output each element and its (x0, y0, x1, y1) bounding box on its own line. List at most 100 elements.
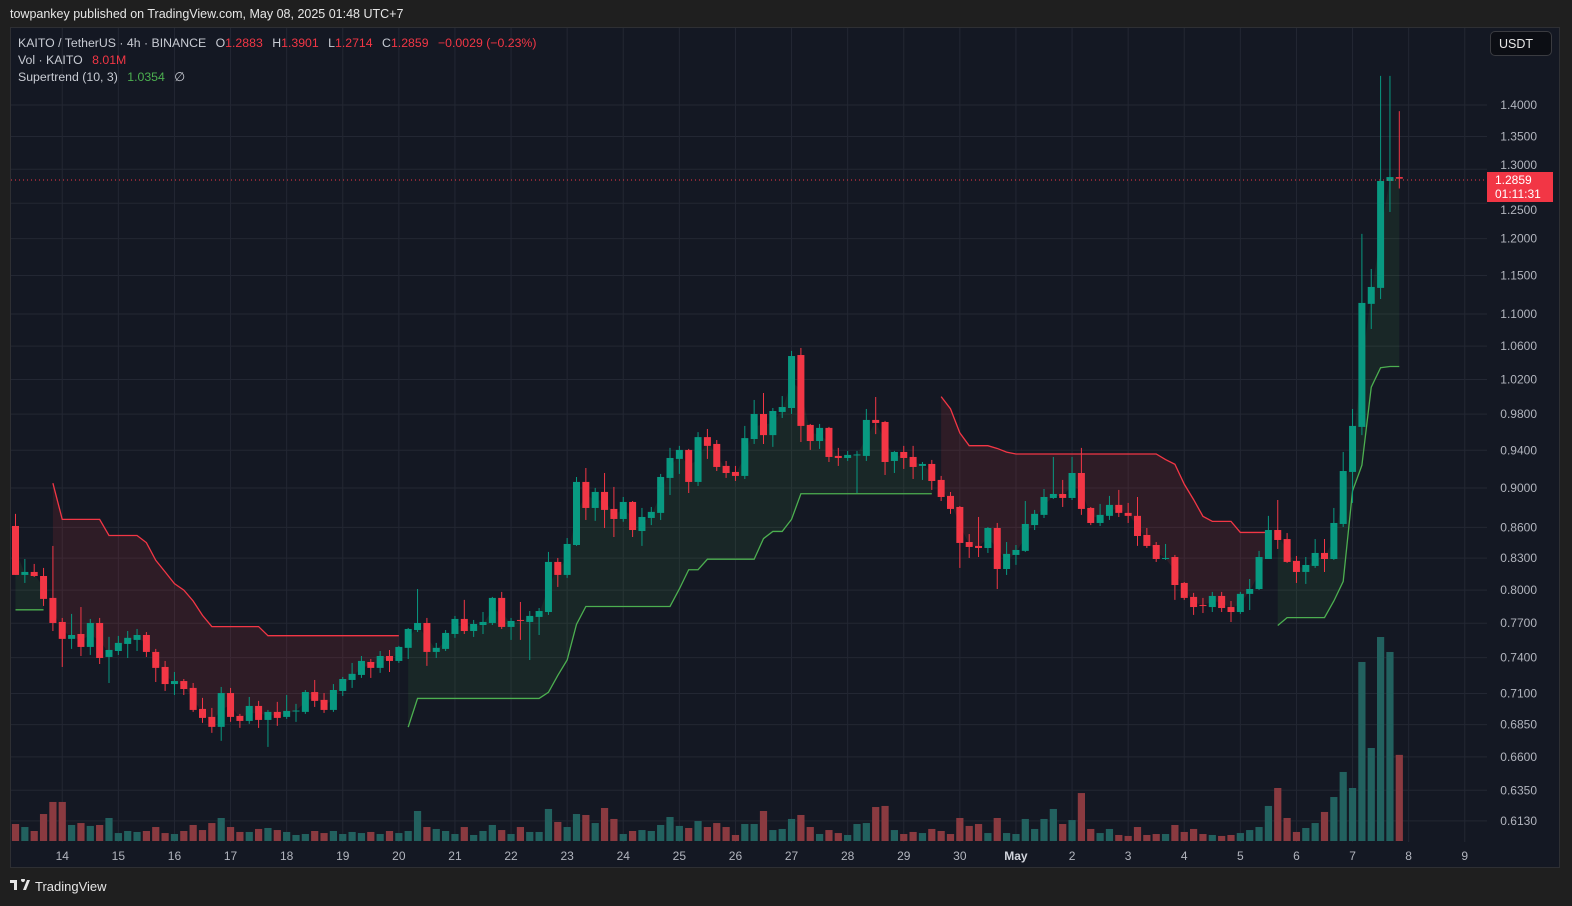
price-tick-label: 0.7100 (1500, 687, 1537, 701)
candle (498, 591, 506, 629)
volume-bar (946, 834, 955, 841)
volume-bar (619, 834, 627, 841)
candle (348, 662, 356, 688)
candle (844, 450, 852, 461)
supertrend-label[interactable]: Supertrend (10, 3) (18, 70, 118, 84)
candle-body (956, 506, 964, 543)
price-tick-label: 1.3500 (1500, 130, 1537, 144)
candle-body (825, 427, 833, 457)
candle (778, 396, 786, 418)
candle (769, 407, 777, 447)
time-axis[interactable]: 14 15 16 17 18 19 20 21 22 23 24 25 26 27 28 29 30 May 2 3 4… (56, 849, 1469, 863)
time-tick-label: 7 (1349, 849, 1356, 863)
candle-body (1003, 553, 1011, 569)
price-tick-label: 0.6850 (1500, 718, 1537, 732)
candle-body (1292, 560, 1300, 572)
price-tick-label: 0.6350 (1500, 783, 1537, 797)
candle-body (1377, 180, 1385, 288)
volume-bar (96, 824, 104, 841)
candle (1190, 592, 1198, 615)
candle (432, 642, 440, 659)
volume-bar (460, 827, 468, 841)
candle (816, 423, 824, 449)
candle (760, 393, 767, 444)
volume-bar (1255, 827, 1263, 841)
candle (40, 567, 48, 606)
candle-body (900, 451, 908, 458)
candle (909, 445, 917, 479)
price-tick-label: 0.6600 (1500, 750, 1537, 764)
candle-body (21, 571, 29, 575)
candle (1068, 456, 1076, 501)
volume-bar (984, 833, 992, 841)
candle-body (339, 678, 347, 691)
price-axis[interactable]: 1.4000 1.3500 1.3000 1.2500 1.2000 1.1500 1.10… (1500, 98, 1537, 828)
candle-body (264, 711, 272, 720)
volume-bar (713, 823, 721, 841)
volume-bar (974, 824, 983, 841)
time-tick-label: 17 (224, 849, 238, 863)
candle (273, 701, 281, 726)
candle-body (348, 673, 356, 680)
supertrend-value: 1.0354 (127, 70, 165, 84)
low-value: 1.2714 (335, 36, 373, 50)
candle (1049, 456, 1057, 499)
candle-body (423, 622, 431, 652)
time-tick-label: 28 (841, 849, 855, 863)
time-tick-label: 16 (168, 849, 182, 863)
candle (479, 612, 487, 634)
candle (1264, 515, 1272, 560)
candle (21, 559, 29, 583)
candle (918, 461, 926, 480)
candle-body (909, 456, 917, 467)
time-tick-label: 26 (729, 849, 743, 863)
price-tick-label: 1.4000 (1500, 98, 1537, 112)
close-value: 1.2859 (390, 36, 429, 50)
volume-bar (834, 833, 842, 841)
volume-bar (1339, 771, 1347, 841)
candle-body (152, 651, 160, 668)
volume-bar (1199, 834, 1207, 841)
volume-bar (694, 821, 702, 841)
volume-bar (956, 817, 964, 841)
candle-body (1274, 530, 1282, 540)
candle-body (124, 637, 132, 644)
candle-body (395, 646, 403, 661)
candle-body (881, 421, 889, 462)
symbol-title[interactable]: KAITO / TetherUS · 4h · BINANCE (18, 36, 207, 50)
supertrend-line-up (1277, 365, 1400, 626)
candle-body (1115, 504, 1123, 513)
volume-bar (86, 825, 94, 841)
candle (544, 551, 552, 615)
chart-legend: KAITO / TetherUS · 4h · BINANCE O1.2883 … (18, 35, 536, 86)
candle (161, 660, 169, 691)
volume-bar (900, 834, 908, 841)
volume-bar (928, 828, 936, 841)
time-tick-label: 19 (336, 849, 350, 863)
volume-bar (133, 831, 141, 841)
candle (245, 696, 253, 724)
candle (956, 505, 964, 568)
candle-body (535, 611, 543, 617)
candle-body (816, 427, 824, 442)
candle-body (872, 419, 880, 423)
candle (301, 689, 309, 714)
currency-button[interactable]: USDT (1490, 31, 1552, 56)
volume-bar (1161, 834, 1170, 841)
candle-body (479, 621, 487, 626)
candle (451, 615, 459, 638)
candle-body (86, 622, 94, 647)
volume-bar (572, 814, 581, 841)
candle (750, 399, 758, 444)
candle (236, 713, 244, 728)
candle-body (722, 465, 730, 473)
price-tick-label: 1.0200 (1500, 372, 1537, 386)
volume-bar (385, 831, 394, 841)
candle-body (797, 355, 805, 426)
volume-bar (273, 830, 281, 841)
volume-bar (1348, 787, 1357, 841)
candle-body (741, 438, 749, 476)
footer-brand[interactable]: TradingView (10, 878, 107, 894)
volume-label[interactable]: Vol · KAITO (18, 53, 83, 67)
